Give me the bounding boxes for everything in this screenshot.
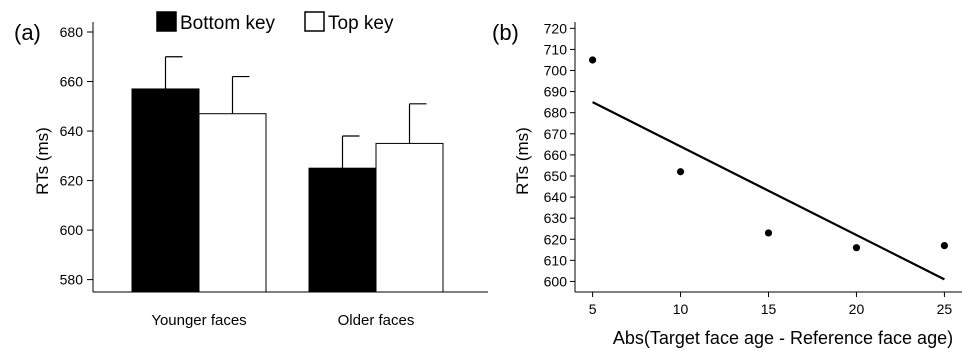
panel-a-legend: Bottom key Top key	[156, 11, 394, 34]
panel-b-y-tick-label: 690	[544, 84, 568, 100]
panel-b-x-tick-label: 5	[589, 301, 597, 317]
panel-b-label: (b)	[492, 20, 519, 45]
bar	[131, 88, 200, 293]
bar	[308, 167, 377, 293]
panel-b-y-tick-label: 630	[544, 210, 568, 226]
panel-a-y-tick-label: 680	[60, 24, 84, 40]
panel-b-y-axis-title: RTs (ms)	[513, 127, 532, 195]
panel-b-x-ticks: 5 10 15 20 25	[589, 292, 953, 317]
panel-b-y-tick-label: 640	[544, 189, 568, 205]
panel-a-x-tick-label: Older faces	[338, 312, 415, 329]
panel-b-y-tick-label: 610	[544, 252, 568, 268]
panel-a-y-tick-label: 600	[60, 222, 84, 238]
panel-a-y-ticks: 580 600 620 640 660 680	[60, 24, 93, 288]
panel-b-y-tick-label: 600	[544, 273, 568, 289]
panel-a-y-tick-label: 660	[60, 74, 84, 90]
panel-b-x-tick-label: 15	[761, 301, 777, 317]
panel-a-y-tick-label: 620	[60, 173, 84, 189]
panel-b-y-ticks: 600 610 620 630 640 650 660 670 680 690 700 710 720	[544, 20, 575, 289]
panel-b-points	[588, 56, 949, 252]
panel-a-y-axis-title: RTs (ms)	[33, 127, 52, 195]
panel-b-y-tick-label: 660	[544, 147, 568, 163]
panel-a-bars	[131, 88, 444, 293]
legend-label: Top key	[328, 13, 394, 34]
panel-b-y-tick-label: 620	[544, 231, 568, 247]
panel-b-y-tick-label: 650	[544, 168, 568, 184]
panel-b-axes	[574, 22, 962, 293]
panel-b-y-tick-label: 710	[544, 41, 568, 57]
panel-b-x-axis-title: Abs(Target face age - Reference face age…	[613, 328, 953, 348]
panel-b-y-tick-label: 720	[544, 20, 568, 36]
data-point	[940, 241, 949, 250]
panel-a-error-bars	[164, 56, 427, 169]
panel-b-x-tick-label: 25	[937, 301, 953, 317]
panel-b-y-tick-label: 670	[544, 126, 568, 142]
legend-swatch	[304, 11, 325, 32]
panel-a-axes	[92, 22, 488, 293]
data-point	[852, 244, 861, 252]
panel-a-label: (a)	[14, 20, 41, 45]
panel-a: (a) RTs (ms) 580 600 620 640 660 680 Younger …	[14, 11, 488, 329]
panel-b-x-tick-label: 20	[849, 301, 865, 317]
data-point	[676, 168, 685, 176]
data-point	[588, 56, 597, 64]
bar	[375, 142, 444, 293]
trendline	[592, 101, 945, 281]
panel-a-x-tick-labels: Younger faces Older faces	[151, 312, 414, 329]
panel-b-x-tick-label: 10	[673, 301, 689, 317]
bar	[198, 113, 267, 293]
panel-b-trendline	[592, 101, 945, 281]
data-point	[764, 229, 773, 237]
legend-label: Bottom key	[180, 13, 276, 34]
panel-b: (b) RTs (ms) 600 610 620 630 640 650 660 670 680…	[492, 20, 962, 348]
panel-b-y-tick-label: 700	[544, 63, 568, 79]
panel-a-y-tick-label: 580	[60, 272, 84, 288]
panel-a-y-tick-label: 640	[60, 123, 84, 139]
legend-swatch	[156, 11, 177, 32]
panel-a-x-tick-label: Younger faces	[151, 312, 246, 329]
panel-b-y-tick-label: 680	[544, 105, 568, 121]
